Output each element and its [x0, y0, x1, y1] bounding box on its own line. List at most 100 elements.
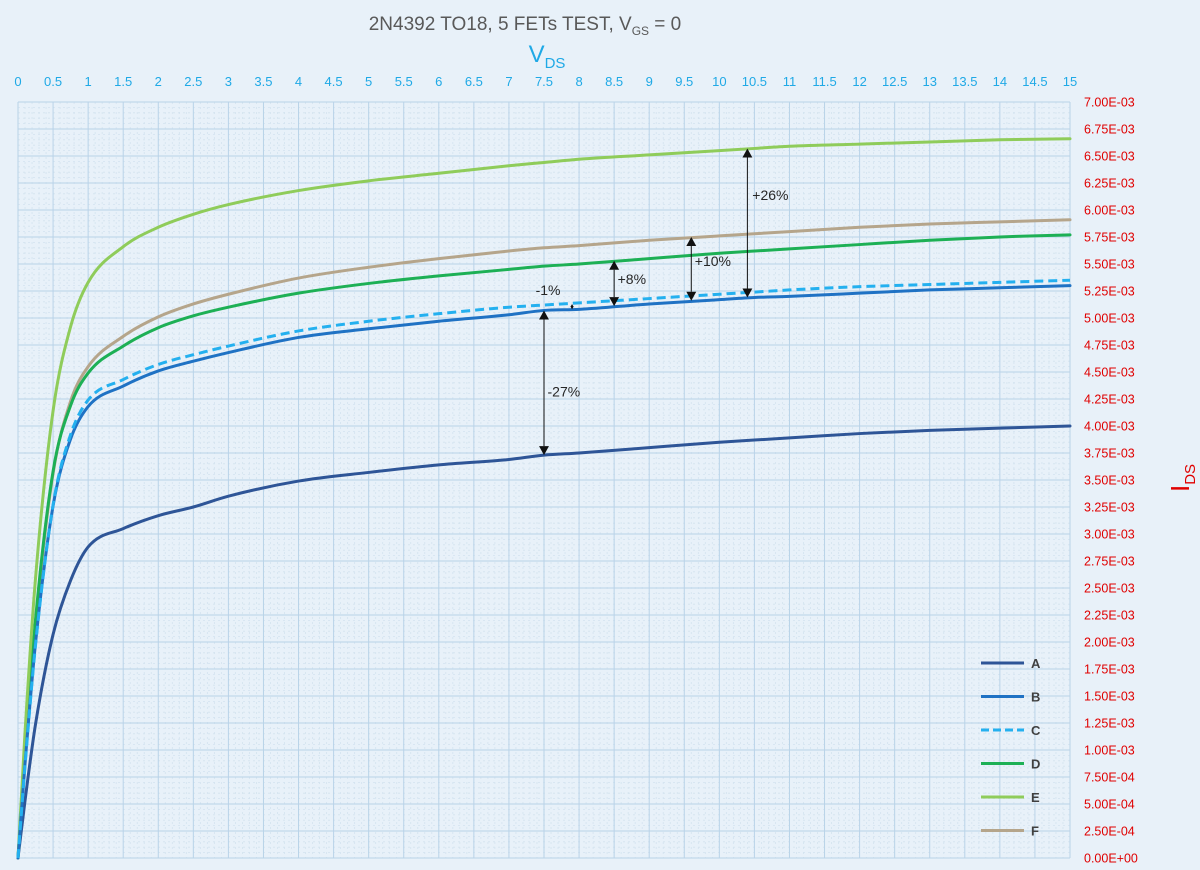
y-tick-label: 6.00E-03 [1084, 204, 1135, 218]
y-axis-label-main: I [1165, 485, 1195, 492]
y-tick-label: 5.50E-03 [1084, 258, 1135, 272]
legend-item-d: D [981, 757, 1040, 772]
x-tick-label: 2.5 [184, 74, 202, 89]
annotation-label: +10% [695, 253, 731, 269]
x-tick-label: 4.5 [325, 74, 343, 89]
y-tick-label: 0.00E+00 [1084, 852, 1138, 866]
y-tick-label: 2.00E-03 [1084, 636, 1135, 650]
x-tick-label: 1.5 [114, 74, 132, 89]
y-tick-label: 4.50E-03 [1084, 366, 1135, 380]
x-tick-label: 8.5 [605, 74, 623, 89]
x-tick-label: 10 [712, 74, 726, 89]
annotation-label: +8% [618, 271, 646, 287]
series-line-c [16, 278, 1071, 859]
x-tick-label: 8 [575, 74, 582, 89]
x-tick-label: 14.5 [1022, 74, 1047, 89]
x-tick-label: 12 [852, 74, 866, 89]
series-line-e [16, 137, 1072, 860]
x-tick-label: 0 [14, 74, 21, 89]
annotation-arrowhead-down [609, 297, 620, 307]
y-tick-label: 5.00E-04 [1084, 798, 1135, 812]
x-tick-label: 4 [295, 74, 302, 89]
x-tick-label: 9.5 [675, 74, 693, 89]
annotation-label: -1% [536, 282, 561, 298]
x-tick-label: 10.5 [742, 74, 767, 89]
series-line-b [16, 284, 1072, 860]
y-tick-label: 4.75E-03 [1084, 339, 1135, 353]
y-tick-label: 1.50E-03 [1084, 690, 1135, 704]
chart-title-tail: = 0 [649, 14, 681, 35]
series-layer [16, 137, 1072, 860]
chart-title: 2N4392 TO18, 5 FETs TEST, VGS = 0 [369, 14, 682, 38]
chart-title-sub: GS [632, 24, 649, 38]
legend-item-a: A [981, 656, 1041, 671]
x-axis-label: VDS [529, 41, 566, 72]
y-tick-label: 2.50E-03 [1084, 582, 1135, 596]
x-tick-label: 11.5 [812, 74, 836, 89]
y-tick-label: 7.50E-04 [1084, 771, 1135, 785]
x-tick-label: 6.5 [465, 74, 483, 89]
x-tick-label: 1 [85, 74, 92, 89]
y-tick-label: 6.50E-03 [1084, 150, 1135, 164]
x-tick-label: 7 [505, 74, 512, 89]
legend: A B C D E F [981, 656, 1041, 839]
annotation: +10% [686, 237, 731, 301]
y-tick-label: 5.25E-03 [1084, 285, 1135, 299]
x-tick-label: 6 [435, 74, 442, 89]
annotation: +26% [742, 148, 788, 298]
y-tick-labels: 0.00E+00 2.50E-04 5.00E-04 7.50E-04 1.00E-03… [1084, 96, 1138, 866]
legend-label: A [1031, 656, 1041, 671]
x-tick-label: 5.5 [395, 74, 413, 89]
x-axis-label-main: V [529, 41, 545, 68]
x-tick-label: 14 [993, 74, 1007, 89]
x-axis-label-sub: DS [545, 55, 566, 72]
annotation-arrowhead-down [539, 446, 549, 456]
y-tick-label: 6.25E-03 [1084, 177, 1135, 191]
annotation-arrowhead-up [686, 237, 697, 246]
y-tick-label: 7.00E-03 [1084, 96, 1135, 110]
y-tick-label: 1.00E-03 [1084, 744, 1135, 758]
x-tick-label: 13.5 [952, 74, 977, 89]
legend-label: B [1031, 690, 1040, 705]
y-tick-label: 1.75E-03 [1084, 663, 1135, 677]
y-tick-label: 3.25E-03 [1084, 501, 1135, 515]
x-tick-label: 3 [225, 74, 232, 89]
y-tick-label: 2.50E-04 [1084, 825, 1135, 839]
y-tick-label: 6.75E-03 [1084, 123, 1135, 137]
y-tick-label: 3.75E-03 [1084, 447, 1135, 461]
y-axis-label-sub: DS [1182, 464, 1199, 485]
annotation-label: +26% [752, 187, 788, 203]
x-tick-label: 11 [783, 74, 797, 89]
x-tick-label: 3.5 [254, 74, 272, 89]
legend-label: F [1031, 824, 1039, 839]
y-tick-label: 4.00E-03 [1084, 420, 1135, 434]
series-line-a [16, 424, 1072, 860]
annotation: -1% [536, 282, 574, 310]
annotation-arrowhead-down [570, 306, 574, 310]
legend-item-f: F [981, 824, 1039, 839]
x-tick-label: 2 [155, 74, 162, 89]
x-tick-label: 7.5 [535, 74, 553, 89]
x-tick-label: 0.5 [44, 74, 62, 89]
annotation-arrowhead-up [570, 303, 574, 307]
annotation-arrowhead-down [686, 291, 697, 301]
y-tick-label: 5.75E-03 [1084, 231, 1135, 245]
x-tick-label: 13 [922, 74, 936, 89]
y-tick-label: 2.25E-03 [1084, 609, 1135, 623]
annotation-arrowhead-up [609, 260, 620, 270]
annotation-label: -27% [548, 383, 581, 399]
x-tick-label: 9 [646, 74, 653, 89]
y-tick-label: 2.75E-03 [1084, 555, 1135, 569]
legend-label: E [1031, 790, 1040, 805]
y-tick-label: 3.50E-03 [1084, 474, 1135, 488]
annotation-arrowhead-down [742, 288, 753, 298]
x-tick-label: 12.5 [882, 74, 907, 89]
y-tick-label: 3.00E-03 [1084, 528, 1135, 542]
y-axis-label: IDS [1165, 464, 1199, 492]
y-tick-label: 5.00E-03 [1084, 312, 1135, 326]
annotation: -27% [539, 310, 581, 456]
legend-label: D [1031, 757, 1040, 772]
legend-item-e: E [981, 790, 1040, 805]
